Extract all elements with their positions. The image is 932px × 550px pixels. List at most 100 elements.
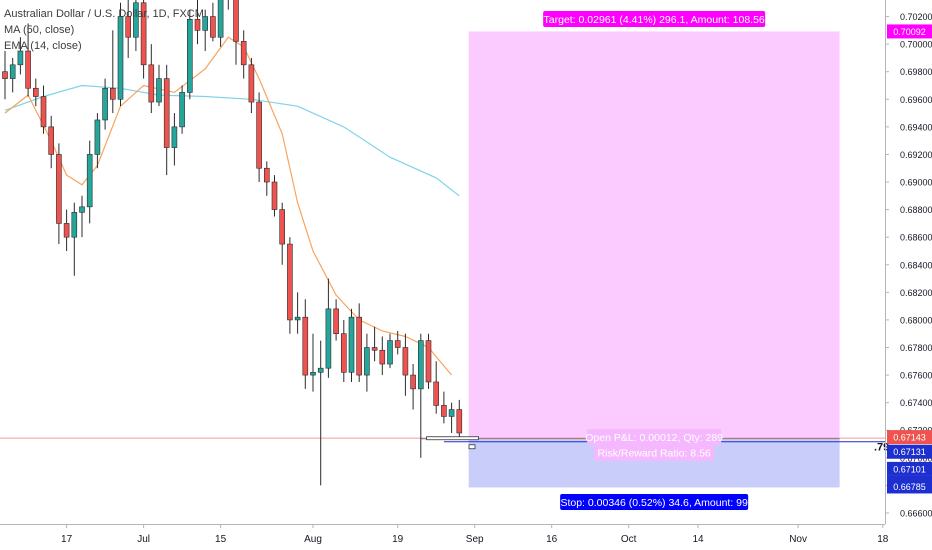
candle-down — [410, 374, 416, 390]
candle-up — [94, 119, 101, 155]
price-badge-text: 0.67143 — [893, 433, 926, 443]
candle-down — [48, 126, 55, 155]
chart-legend: Australian Dollar / U.S. Dollar, 1D, FXC… — [4, 6, 204, 54]
candle-up — [117, 16, 124, 100]
candle-down — [456, 409, 463, 434]
candle-down — [333, 308, 339, 335]
price-badge-axis — [887, 461, 932, 476]
candle-down — [194, 19, 201, 31]
candle-up — [294, 316, 301, 321]
price-badge-last — [887, 430, 932, 445]
candle-up — [217, 0, 224, 38]
candle-down — [302, 316, 309, 376]
position-handle — [426, 436, 479, 441]
candle-down — [2, 71, 8, 79]
candle-down — [248, 64, 255, 103]
price-axis-label: 0.69600 — [900, 95, 932, 105]
symbol-title: Australian Dollar / U.S. Dollar, 1D, FXC… — [4, 8, 204, 20]
candle-down — [271, 181, 278, 210]
candle-up — [348, 316, 355, 373]
price-axis-label: 0.67400 — [900, 398, 932, 408]
pnl-label-bg — [587, 429, 722, 446]
time-axis-label: Sep — [466, 534, 484, 545]
price-badge-text: 0.66785 — [893, 482, 926, 492]
candle-down — [287, 243, 293, 321]
stop-label-group: Stop: 0.00346 (0.52%) 34.6, Amount: 99 — [560, 494, 749, 510]
pnl-label-group: Open P&L: 0.00012, Qty: 289 — [585, 429, 723, 446]
position-handle-small — [468, 444, 476, 450]
stop-label: Stop: 0.00346 (0.52%) 34.6, Amount: 99 — [560, 497, 748, 509]
rr-label: Risk/Reward Ratio: 8.56 — [598, 448, 711, 460]
price-axis-label: 0.69800 — [900, 67, 932, 77]
candle-down — [210, 16, 216, 38]
price-axis-label: 0.68400 — [900, 260, 932, 270]
candle-up — [71, 212, 78, 238]
candle-down — [56, 154, 62, 224]
candle-down — [371, 347, 378, 351]
stop-label-bg — [560, 494, 749, 510]
time-axis-label: Aug — [304, 534, 322, 545]
candle-down — [433, 381, 440, 406]
price-badge-text: 0.70092 — [893, 27, 926, 37]
candle-up — [202, 16, 208, 31]
time-axis-label: 18 — [877, 534, 889, 545]
candle-down — [379, 349, 386, 365]
time-axis-label: Nov — [789, 534, 807, 545]
ma-50-line — [4, 84, 460, 197]
price-axis-label: 0.67800 — [900, 343, 932, 353]
candle-down — [125, 16, 131, 38]
candle-up — [9, 64, 16, 79]
price-axis-label: 0.68000 — [900, 315, 932, 325]
candle-down — [279, 209, 286, 245]
price-axis-label: 0.69000 — [900, 178, 932, 188]
ma-legend: MA (50, close) — [4, 24, 75, 36]
candle-down — [63, 223, 70, 238]
time-axis-label: 16 — [546, 534, 558, 545]
candle-down — [163, 78, 170, 148]
candle-up — [102, 87, 108, 121]
candle-down — [25, 50, 31, 89]
price-axis-label: 0.70000 — [900, 40, 932, 50]
target-label-group: Target: 0.02961 (4.41%) 296.1, Amount: 1… — [543, 11, 766, 27]
candle-up — [17, 50, 24, 66]
time-axis-label: 14 — [692, 534, 704, 545]
rr-label-group: Risk/Reward Ratio: 8.56 — [594, 444, 715, 461]
target-label: Target: 0.02961 (4.41%) 296.1, Amount: 1… — [544, 14, 765, 26]
candle-up — [171, 126, 178, 148]
candle-up — [364, 347, 370, 376]
price-axis-label: 0.69200 — [900, 150, 932, 160]
position-labels: Target: 0.02961 (4.41%) 296.1, Amount: 1… — [426, 11, 889, 510]
candle-up — [133, 2, 139, 38]
candle-down — [40, 96, 47, 128]
indicator-lines — [4, 36, 460, 376]
candle-down — [356, 316, 363, 376]
candle-up — [179, 92, 185, 128]
candle-up — [325, 308, 332, 369]
price-axis-label: 0.68600 — [900, 233, 932, 243]
price-axis-label: 0.66600 — [900, 508, 932, 518]
candle-down — [233, 0, 239, 42]
candle-up — [86, 154, 93, 208]
time-axis-label: 17 — [61, 534, 73, 545]
candle-up — [187, 19, 193, 93]
price-axis-label: 0.69400 — [900, 122, 932, 132]
time-axis-label: Oct — [621, 534, 637, 545]
candle-down — [110, 87, 116, 100]
candle-down — [402, 347, 409, 376]
candle-up — [156, 78, 162, 103]
price-badge-text: 0.67131 — [893, 447, 926, 457]
candle-down — [256, 101, 262, 169]
price-badge-text: 0.67101 — [893, 464, 926, 474]
candle-down — [441, 405, 447, 417]
price-badge-entry — [887, 444, 932, 459]
candle-down — [394, 340, 401, 348]
candle-up — [317, 367, 324, 373]
rr-label-bg — [594, 444, 715, 461]
target-zone — [468, 31, 840, 440]
candle-up — [417, 340, 424, 390]
price-axis-label: 0.68800 — [900, 205, 932, 215]
candle-up — [310, 372, 316, 376]
